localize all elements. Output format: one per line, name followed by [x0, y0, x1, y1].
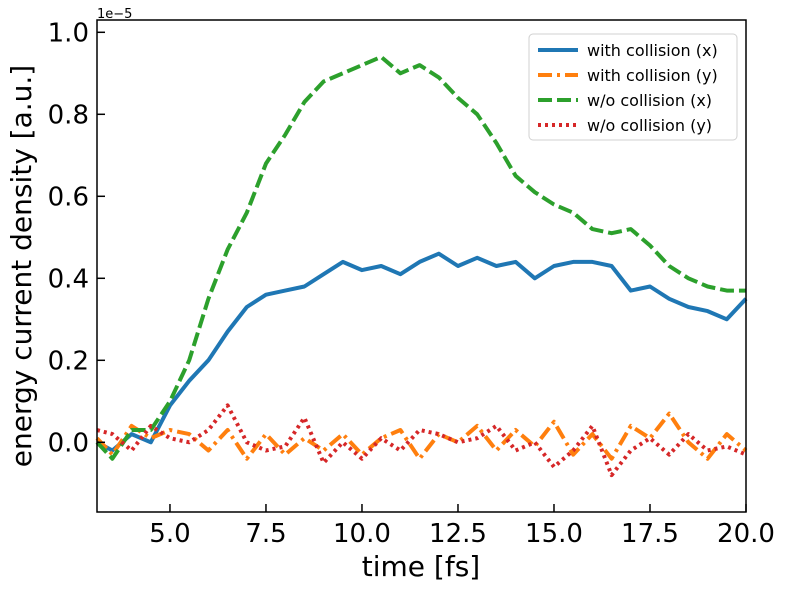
x-tick-label: 10.0: [333, 519, 391, 549]
y-tick-label: 0.0: [48, 428, 89, 458]
tick-layer: 5.0 7.5 10.0 12.5 15.0 17.5 20.0 0.0 0.2 0.4 0.6 0.…: [48, 18, 775, 549]
y-tick-label: 0.8: [48, 100, 89, 130]
x-tick-label: 20.0: [717, 519, 775, 549]
x-tick-label: 12.5: [429, 519, 487, 549]
legend-label-2: with collision (y): [587, 66, 718, 85]
legend-label-3: w/o collision (x): [587, 91, 712, 110]
legend-box: [528, 33, 738, 141]
x-tick-label: 7.5: [245, 519, 286, 549]
x-tick-label: 17.5: [621, 519, 679, 549]
legend-label-4: w/o collision (y): [587, 116, 712, 135]
y-tick-label: 0.4: [48, 264, 89, 294]
plot-frame: [96, 19, 747, 513]
y-tick-label: 1.0: [48, 18, 89, 48]
series-layer: [95, 54, 748, 478]
x-tick-label: 5.0: [149, 519, 190, 549]
series-line-3: [95, 54, 746, 461]
y-tick-label: 0.6: [48, 182, 89, 212]
legend: with collision (x) with collision (y) w/o …: [528, 33, 738, 141]
y-axis-label: energy current density [a.u.]: [5, 65, 38, 468]
series-line-2: [95, 411, 748, 461]
x-tick-label: 15.0: [525, 519, 583, 549]
y-offset-label: 1e−5: [97, 7, 132, 22]
x-axis-label: time [fs]: [362, 550, 480, 583]
series-line-1: [96, 251, 748, 453]
y-tick-label: 0.2: [48, 346, 89, 376]
legend-label-1: with collision (x): [587, 41, 718, 60]
